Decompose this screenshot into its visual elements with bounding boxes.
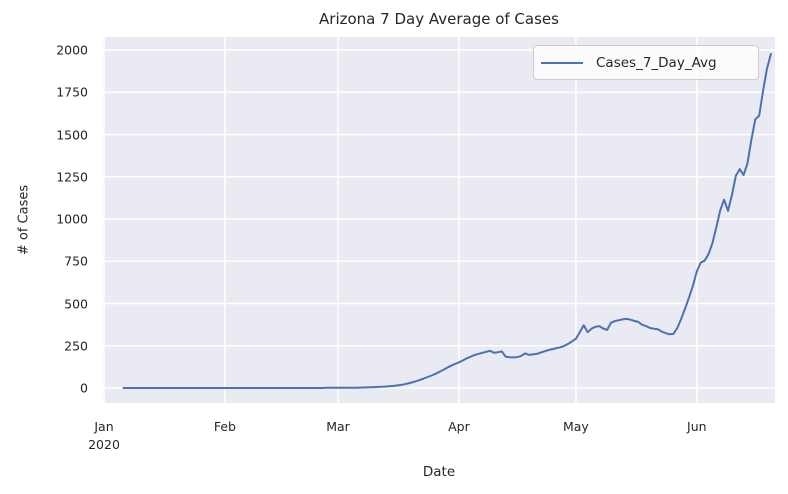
- x-tick-label: Apr: [448, 419, 470, 434]
- y-tick-label: 1500: [56, 127, 88, 142]
- y-tick-label: 1750: [56, 84, 88, 100]
- x-tick-label: Feb: [213, 419, 236, 434]
- y-tick-label: 2000: [56, 42, 88, 58]
- x-axis-label: Date: [422, 464, 456, 480]
- y-tick-label: 0: [80, 380, 88, 396]
- y-tick-label: 1000: [56, 211, 88, 227]
- y-tick-label: 500: [64, 296, 88, 311]
- y-tick-label: 1250: [56, 169, 88, 185]
- chart-title: Arizona 7 Day Average of Cases: [319, 10, 559, 28]
- y-axis-label: # of Cases: [16, 184, 32, 256]
- legend-line-sample-icon: [541, 61, 583, 64]
- x-tick-label: Jan 2020: [88, 419, 120, 453]
- series-line-cases-7-day-avg: [122, 52, 772, 389]
- plot-background: [103, 37, 775, 403]
- y-tick-label: 750: [64, 253, 88, 269]
- legend: Cases_7_Day_Avg: [533, 45, 759, 80]
- x-tick-label: Mar: [326, 419, 350, 434]
- legend-entry-label: Cases_7_Day_Avg: [596, 54, 717, 71]
- x-tick-label: May: [562, 419, 589, 434]
- y-tick-label: 250: [64, 338, 88, 354]
- x-tick-label: Jun: [687, 419, 707, 434]
